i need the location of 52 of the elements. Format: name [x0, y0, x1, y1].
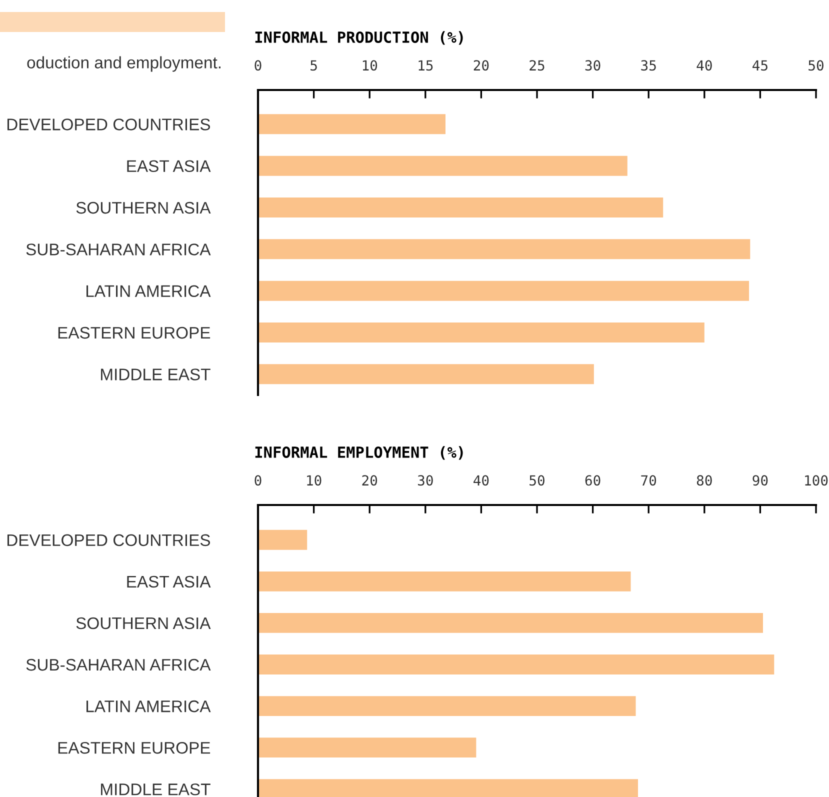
x-tick-label: 70 [641, 475, 656, 486]
bar [258, 239, 750, 260]
x-tick-label: 0 [254, 60, 262, 71]
x-tick-label: 80 [696, 475, 712, 486]
x-tick-label: 60 [585, 475, 600, 486]
bar [258, 364, 594, 384]
x-tick-label: 5 [310, 60, 317, 71]
y-tick-label: DEVELOPED COUNTRIES [7, 118, 210, 130]
y-tick-label: SUB-SAHARAN AFRICA [26, 244, 211, 256]
x-tick-label: 25 [530, 60, 544, 71]
x-tick-label: 40 [474, 475, 489, 486]
bar [258, 571, 631, 592]
y-tick-label: LATIN AMERICA [86, 700, 211, 712]
y-tick-label: SUB-SAHARAN AFRICA [26, 658, 211, 671]
bar [258, 156, 628, 176]
bar [258, 280, 750, 301]
chart-title: INFORMAL EMPLOYMENT (%) [255, 446, 463, 460]
x-tick-label: 10 [307, 475, 322, 486]
y-tick-label: MIDDLE EAST [101, 368, 210, 380]
chart-title: INFORMAL PRODUCTION (%) [255, 31, 463, 45]
bar [258, 612, 763, 633]
x-tick-label: 100 [805, 475, 828, 486]
bar [258, 530, 308, 550]
x-tick-label: 50 [530, 475, 544, 486]
y-tick-label: DEVELOPED COUNTRIES [7, 534, 210, 546]
x-tick-label: 30 [585, 60, 600, 71]
x-tick-label: 50 [808, 60, 824, 71]
bar [258, 322, 704, 342]
x-tick-label: 90 [752, 475, 768, 486]
y-tick-label: MIDDLE EAST [101, 784, 210, 796]
x-tick-label: 30 [418, 475, 433, 486]
x-tick-label: 20 [362, 475, 378, 486]
y-tick-label: SOUTHERN ASIA [76, 202, 211, 214]
y-tick-label: EASTERN EUROPE [58, 742, 210, 754]
x-tick-label: 20 [474, 60, 489, 71]
text: oduction and employment. [27, 56, 220, 72]
x-tick-label: 0 [254, 475, 262, 486]
y-tick-label: LATIN AMERICA [86, 285, 211, 298]
x-tick-label: 35 [641, 60, 656, 71]
y-tick-label: EAST ASIA [127, 160, 211, 172]
bar [258, 738, 476, 758]
bar [258, 198, 664, 218]
x-tick-label: 15 [418, 60, 433, 71]
bar [258, 654, 774, 674]
bar [258, 114, 446, 134]
x-tick-label: 10 [362, 60, 378, 71]
y-tick-label: EASTERN EUROPE [58, 326, 210, 339]
y-tick-label: EAST ASIA [127, 576, 211, 588]
x-tick-label: 40 [696, 60, 712, 71]
x-tick-label: 45 [752, 60, 768, 71]
bar [258, 696, 636, 716]
y-tick-label: SOUTHERN ASIA [76, 617, 211, 630]
